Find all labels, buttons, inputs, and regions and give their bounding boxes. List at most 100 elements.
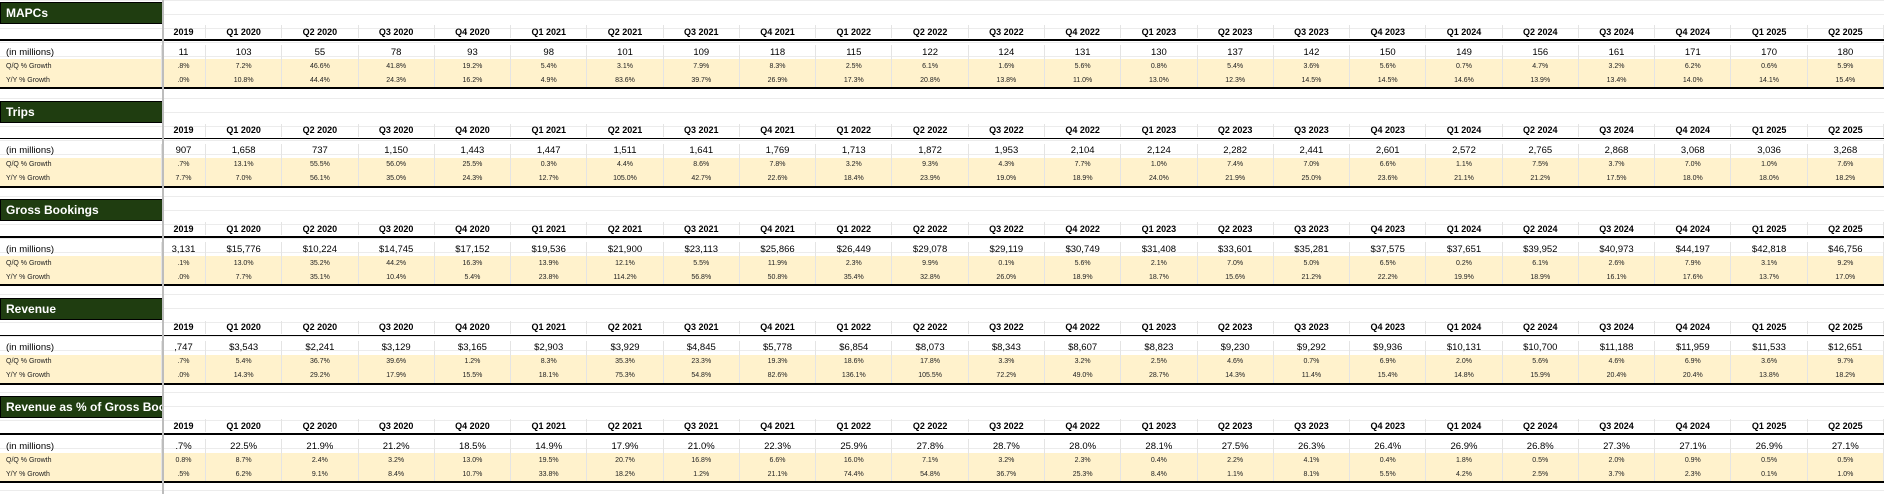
cell: 118 xyxy=(740,45,817,59)
column-header: Q1 2025 xyxy=(1731,222,1808,235)
cell: 3,131 xyxy=(162,242,206,256)
column-header: Q4 2020 xyxy=(435,123,512,137)
cell: 1,641 xyxy=(664,143,740,158)
cell: 6.5% xyxy=(1350,256,1427,270)
cell: $3,543 xyxy=(206,340,283,355)
cell: 5.6% xyxy=(1350,59,1427,73)
cell: 2.3% xyxy=(816,256,893,270)
cell: 11 xyxy=(162,45,206,59)
cell: 12.1% xyxy=(587,256,664,270)
cell: 6.2% xyxy=(1655,59,1732,73)
cell: 0.4% xyxy=(1350,453,1427,467)
section-title: Revenue as % of Gross Bookings xyxy=(0,396,164,418)
cell: 6.9% xyxy=(1350,354,1427,369)
cell: 3.6% xyxy=(1273,59,1351,73)
column-header: Q4 2021 xyxy=(740,25,817,38)
cell: 1,447 xyxy=(511,143,588,158)
cell: 15.5% xyxy=(434,368,512,383)
row-label: (in millions) xyxy=(0,439,162,453)
column-header: 2019 xyxy=(162,25,206,38)
cell: 17.9% xyxy=(358,368,435,383)
column-header: Q1 2022 xyxy=(816,222,893,235)
cell: 0.7% xyxy=(1426,59,1503,73)
column-header: Q3 2024 xyxy=(1579,25,1656,38)
cell: 8.4% xyxy=(358,467,435,481)
cell: 124 xyxy=(969,45,1045,59)
cell: 18.0% xyxy=(1655,171,1732,186)
cell: 28.0% xyxy=(1045,439,1122,453)
column-header: Q3 2023 xyxy=(1274,222,1351,235)
cell: 1.1% xyxy=(1426,157,1503,172)
column-header: Q4 2021 xyxy=(740,123,817,137)
cell: 5.0% xyxy=(1273,256,1351,270)
cell: 35.1% xyxy=(282,270,359,284)
cell: 2.0% xyxy=(1426,354,1503,369)
cell: 22.2% xyxy=(1350,270,1427,284)
column-header: Q3 2023 xyxy=(1274,25,1351,38)
column-header: Q2 2021 xyxy=(587,123,664,137)
cell: 109 xyxy=(664,45,740,59)
cell: 0.4% xyxy=(1121,453,1198,467)
cell: 5.9% xyxy=(1807,59,1884,73)
column-header: Q3 2024 xyxy=(1579,123,1656,137)
cell: 1,769 xyxy=(740,143,817,158)
column-header: Q2 2021 xyxy=(587,25,664,38)
cell: $29,078 xyxy=(892,242,969,256)
cell: .7% xyxy=(162,439,206,453)
cell: 1.8% xyxy=(1426,453,1503,467)
cell: 5.4% xyxy=(434,270,512,284)
cell: 9.2% xyxy=(1807,256,1884,270)
frozen-pane-divider xyxy=(162,0,164,494)
cell: 35.3% xyxy=(587,354,664,369)
cell: 15.4% xyxy=(1807,73,1884,87)
cell: 2.3% xyxy=(1655,467,1732,481)
cell: 0.2% xyxy=(1426,256,1503,270)
cell: $40,973 xyxy=(1579,242,1656,256)
cell: 2,868 xyxy=(1579,143,1656,158)
cell: 18.5% xyxy=(435,439,512,453)
cell: 8.4% xyxy=(1121,467,1198,481)
cell: 24.3% xyxy=(358,73,435,87)
cell: 8.3% xyxy=(739,59,817,73)
cell: 21.9% xyxy=(282,439,359,453)
cell: 0.7% xyxy=(1273,354,1351,369)
column-header: Q2 2020 xyxy=(282,123,359,137)
cell: 4.2% xyxy=(1426,467,1503,481)
column-header: Q3 2022 xyxy=(969,123,1045,137)
column-header: Q3 2021 xyxy=(664,25,740,38)
cell: 3.6% xyxy=(1731,354,1808,369)
column-header: Q1 2024 xyxy=(1426,320,1503,334)
cell: 0.1% xyxy=(1731,467,1808,481)
cell: $11,959 xyxy=(1655,340,1732,355)
cell: 13.0% xyxy=(206,256,283,270)
cell: 6.2% xyxy=(206,467,283,481)
cell: 39.6% xyxy=(358,354,435,369)
cell: 5.5% xyxy=(663,256,740,270)
cell: 0.8% xyxy=(1121,59,1198,73)
cell: 101 xyxy=(587,45,664,59)
cell: 27.1% xyxy=(1808,439,1884,453)
cell: 9.9% xyxy=(892,256,969,270)
cell: 21.2% xyxy=(359,439,435,453)
column-header: Q2 2025 xyxy=(1808,123,1884,137)
column-header: Q4 2022 xyxy=(1045,419,1122,432)
cell: 1,953 xyxy=(969,143,1045,158)
cell: 7.7% xyxy=(206,270,283,284)
cell: $11,533 xyxy=(1731,340,1808,355)
cell: 75.3% xyxy=(587,368,664,383)
column-header: Q1 2024 xyxy=(1426,123,1503,137)
cell: 1.0% xyxy=(1121,157,1198,172)
row-label: (in millions) xyxy=(0,143,162,158)
cell: 1,511 xyxy=(587,143,664,158)
cell: 26.8% xyxy=(1503,439,1579,453)
cell: 1.2% xyxy=(434,354,512,369)
cell: 16.0% xyxy=(816,453,893,467)
cell: 156 xyxy=(1503,45,1579,59)
cell: 17.5% xyxy=(1578,171,1656,186)
header-rule xyxy=(0,334,1884,336)
cell: 8.1% xyxy=(1273,467,1351,481)
column-header: Q4 2023 xyxy=(1350,25,1427,38)
cell: 8.3% xyxy=(511,354,588,369)
cell: $3,165 xyxy=(435,340,512,355)
